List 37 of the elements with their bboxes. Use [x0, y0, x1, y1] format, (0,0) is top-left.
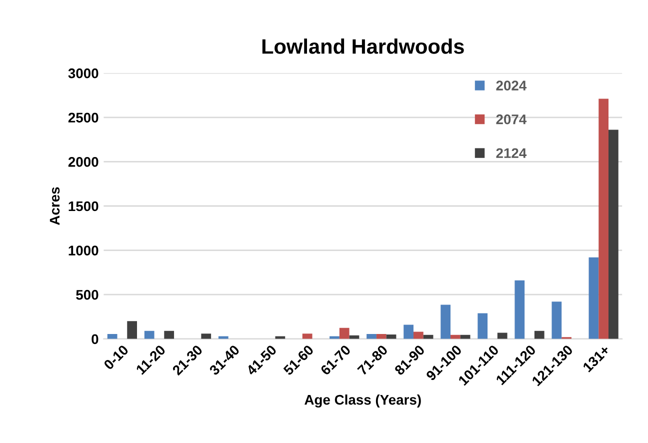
- legend-label: 2124: [496, 148, 527, 158]
- y-tick-label: 0: [92, 334, 98, 344]
- bar: [478, 313, 488, 339]
- x-axis-title: Age Class (Years): [304, 394, 421, 408]
- bar: [404, 324, 414, 339]
- bar: [440, 304, 451, 339]
- y-tick-label: 500: [76, 290, 98, 300]
- bar: [164, 330, 174, 339]
- x-tick-label: 0-10: [103, 344, 130, 370]
- y-tick-label: 1500: [68, 201, 98, 212]
- y-axis-title: Acres: [50, 187, 60, 225]
- chart-title: Lowland Hardwoods: [262, 38, 464, 54]
- legend-label: 2024: [496, 80, 527, 90]
- bar: [552, 302, 562, 339]
- bar: [144, 330, 154, 339]
- bar: [302, 334, 312, 339]
- bar: [608, 130, 618, 339]
- bar: [218, 336, 228, 339]
- bar: [366, 334, 376, 339]
- y-tick-label: 2500: [68, 112, 98, 123]
- bar: [330, 336, 340, 339]
- y-tick-label: 1000: [68, 246, 98, 256]
- bar: [127, 321, 138, 339]
- bar: [588, 257, 599, 339]
- bar: [534, 330, 544, 339]
- y-tick-label: 3000: [68, 68, 98, 78]
- bar: [275, 336, 286, 339]
- bar: [339, 328, 350, 339]
- bar: [376, 334, 386, 339]
- bar: [201, 334, 212, 339]
- bar: [497, 332, 508, 339]
- bar: [598, 98, 609, 339]
- bar: [413, 332, 424, 339]
- bar: [514, 280, 525, 339]
- y-tick-label: 2000: [68, 157, 98, 167]
- bar: [107, 334, 118, 339]
- legend-label: 2074: [496, 114, 527, 124]
